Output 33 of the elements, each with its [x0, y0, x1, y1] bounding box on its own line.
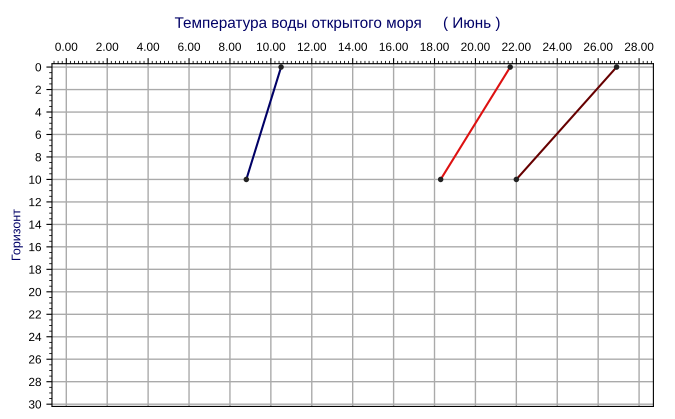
x-tick-label: 24.00	[543, 42, 572, 51]
y-tick-label: 28	[29, 378, 42, 386]
x-tick-label: 10.00	[256, 42, 286, 51]
x-tick-label: 6.00	[178, 42, 200, 51]
y-tick-label: 22	[29, 310, 41, 319]
y-tick-label: 8	[36, 152, 42, 162]
x-tick-label: 2.00	[96, 42, 118, 51]
chart-title: Температура воды открытого моря ( Июнь )	[174, 16, 500, 31]
x-tick-label: 4.00	[136, 42, 160, 51]
y-axis-title: Горизонт	[12, 209, 23, 260]
x-tick-label: 16.00	[380, 42, 408, 51]
y-tick-label: 14	[29, 220, 42, 229]
x-tick-label: 28.00	[624, 42, 654, 51]
x-tick-label: 26.00	[584, 42, 612, 51]
y-tick-label: 18	[29, 265, 42, 274]
x-tick-label: 14.00	[338, 42, 367, 51]
y-tick-label: 26	[29, 355, 42, 364]
x-tick-label: 18.00	[420, 42, 449, 51]
y-tick-label: 2	[36, 86, 41, 94]
x-tick-label: 0.00	[55, 42, 78, 51]
y-tick-label: 30	[28, 400, 42, 409]
y-tick-label: 0	[35, 63, 42, 72]
x-tick-label: 12.00	[298, 42, 326, 51]
y-tick-label: 12	[29, 198, 41, 206]
y-tick-label: 6	[36, 130, 42, 139]
x-tick-label: 8.00	[218, 42, 241, 51]
y-tick-label: 24	[29, 332, 42, 342]
x-tick-label: 22.00	[502, 42, 531, 51]
y-tick-label: 16	[29, 242, 42, 252]
x-tick-label: 20.00	[461, 42, 490, 51]
y-tick-label: 4	[35, 108, 42, 116]
y-tick-label: 10	[29, 175, 42, 184]
y-tick-label: 20	[29, 288, 42, 296]
